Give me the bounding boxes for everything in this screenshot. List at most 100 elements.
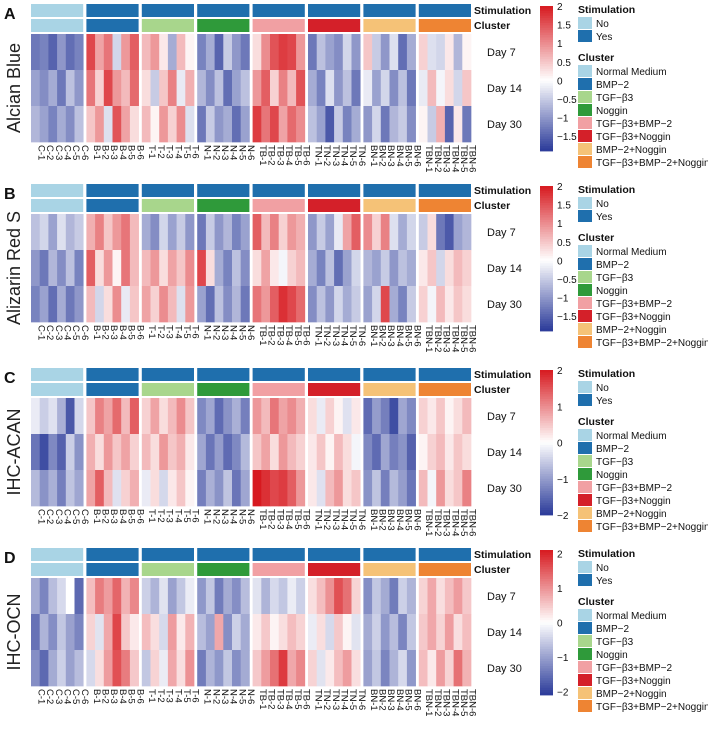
legend-label: TGF−β3	[596, 93, 634, 104]
heatmap-cell	[316, 578, 326, 615]
heatmap-cell	[48, 286, 58, 323]
column-label: T-2	[155, 325, 166, 339]
heatmap-cell	[232, 578, 242, 615]
colorbar-step	[540, 478, 553, 482]
legend-swatch	[578, 245, 592, 257]
stimulation-bar	[418, 4, 471, 17]
heatmap-cell	[406, 470, 416, 507]
colorbar-step	[540, 423, 553, 426]
colorbar-step	[540, 372, 553, 376]
colorbar-step	[540, 379, 553, 383]
heatmap-cell	[296, 578, 306, 615]
heatmap-cell	[185, 286, 195, 323]
heatmap-cell	[270, 434, 280, 471]
colorbar-step	[540, 651, 553, 655]
colorbar-step	[540, 321, 553, 325]
heatmap-cell	[205, 250, 215, 287]
colorbar-step	[540, 574, 553, 577]
heatmap-cell	[308, 214, 318, 251]
colorbar-step	[540, 394, 553, 397]
legend-stimulation-title: Stimulation	[578, 184, 635, 196]
heatmap-cell	[205, 106, 215, 143]
heatmap-cell	[270, 70, 280, 107]
heatmap-cell	[418, 70, 428, 107]
heatmap-cell	[406, 70, 416, 107]
heatmap-cell	[342, 470, 352, 507]
heatmap-cell	[342, 106, 352, 143]
heatmap-cell	[159, 614, 169, 651]
heatmap-cell	[167, 434, 177, 471]
colorbar-step	[540, 386, 553, 390]
heatmap-cell	[287, 578, 297, 615]
heatmap-cell	[427, 214, 437, 251]
column-label: N-4	[228, 689, 239, 704]
heatmap-cell	[121, 578, 131, 615]
heatmap-cell	[129, 34, 139, 71]
heatmap-cell	[65, 434, 75, 471]
heatmap-cell	[48, 70, 58, 107]
y-axis-title: IHC-OCN	[4, 594, 24, 671]
colorbar-step	[540, 114, 553, 118]
colorbar-step	[540, 8, 553, 12]
column-label: TN-6	[356, 509, 367, 530]
cluster-bar	[252, 563, 305, 576]
heatmap-cell	[287, 614, 297, 651]
heatmap-cell	[287, 70, 297, 107]
colorbar-tick-label: 0	[557, 619, 563, 630]
heatmap-cell	[150, 34, 160, 71]
heatmap-cell	[427, 650, 437, 687]
colorbar-step	[540, 282, 553, 286]
column-label: C-2	[44, 689, 55, 704]
stimulation-bar	[31, 4, 84, 17]
column-label: C-2	[44, 509, 55, 524]
heatmap-cell	[389, 578, 399, 615]
heatmap-cell	[418, 614, 428, 651]
colorbar-step	[540, 507, 553, 511]
heatmap-cell	[342, 650, 352, 687]
colorbar-step	[540, 408, 553, 412]
colorbar-step	[540, 505, 553, 509]
heatmap-cell	[214, 250, 224, 287]
panel-letter: B	[4, 186, 16, 203]
column-label: B-4	[117, 145, 128, 160]
stimulation-bar	[86, 184, 139, 197]
stimulation-bar	[31, 368, 84, 381]
heatmap-cell	[112, 614, 122, 651]
heatmap-cell	[95, 434, 105, 471]
heatmap-cell	[363, 70, 373, 107]
heatmap-cell	[65, 578, 75, 615]
heatmap-cell	[287, 250, 297, 287]
heatmap-cell	[223, 214, 233, 251]
colorbar-step	[540, 287, 553, 291]
colorbar-tick-label: −1.5	[557, 132, 577, 143]
colorbar-step	[540, 490, 553, 494]
colorbar-step	[540, 471, 553, 475]
stimulation-bar	[86, 548, 139, 561]
heatmap-cell	[185, 398, 195, 435]
colorbar-step	[540, 668, 553, 672]
heatmap-cell	[436, 106, 446, 143]
heatmap-cell	[296, 106, 306, 143]
colorbar-step	[540, 248, 553, 252]
heatmap-cell	[129, 578, 139, 615]
colorbar-step	[540, 435, 553, 439]
colorbar-step	[540, 483, 553, 487]
colorbar-step	[540, 49, 553, 53]
heatmap-cell	[103, 106, 113, 143]
heatmap-cell	[103, 70, 113, 107]
heatmap-cell	[252, 70, 262, 107]
legend-swatch	[578, 210, 592, 222]
colorbar-step	[540, 229, 553, 233]
heatmap-cell	[278, 214, 288, 251]
legend-label: BMP−2	[596, 260, 630, 271]
colorbar-tick-label: −0.5	[557, 275, 577, 286]
colorbar-step	[540, 294, 553, 298]
colorbar-step	[540, 241, 553, 245]
heatmap-cell	[278, 614, 288, 651]
colorbar-step	[540, 466, 553, 470]
heatmap-cell	[334, 70, 344, 107]
colorbar-step	[540, 207, 553, 211]
column-label: T-3	[164, 689, 175, 703]
heatmap-cell	[176, 250, 186, 287]
